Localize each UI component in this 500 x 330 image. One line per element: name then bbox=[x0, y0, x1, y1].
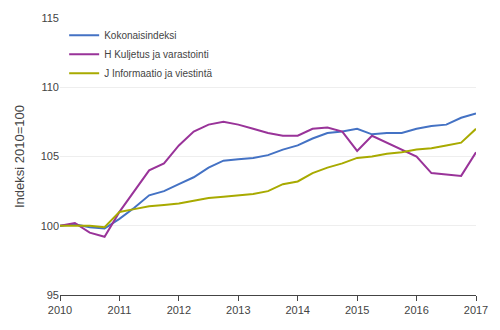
svg-text:H Kuljetus ja varastointi: H Kuljetus ja varastointi bbox=[104, 49, 209, 60]
svg-text:Kokonaisindeksi: Kokonaisindeksi bbox=[104, 30, 176, 41]
svg-text:2016: 2016 bbox=[404, 304, 428, 316]
svg-text:J Informaatio ja viestintä: J Informaatio ja viestintä bbox=[104, 68, 212, 79]
svg-text:2011: 2011 bbox=[108, 304, 132, 316]
svg-text:2012: 2012 bbox=[167, 304, 191, 316]
svg-text:105: 105 bbox=[41, 150, 59, 162]
svg-text:Indeksi 2010=100: Indeksi 2010=100 bbox=[12, 105, 27, 208]
svg-text:2014: 2014 bbox=[285, 304, 309, 316]
svg-text:2013: 2013 bbox=[226, 304, 250, 316]
svg-text:2017: 2017 bbox=[464, 304, 488, 316]
svg-text:2015: 2015 bbox=[345, 304, 369, 316]
svg-text:110: 110 bbox=[41, 81, 59, 93]
svg-text:95: 95 bbox=[47, 289, 59, 301]
svg-text:115: 115 bbox=[41, 12, 59, 24]
svg-text:100: 100 bbox=[41, 220, 59, 232]
svg-text:2010: 2010 bbox=[48, 304, 72, 316]
